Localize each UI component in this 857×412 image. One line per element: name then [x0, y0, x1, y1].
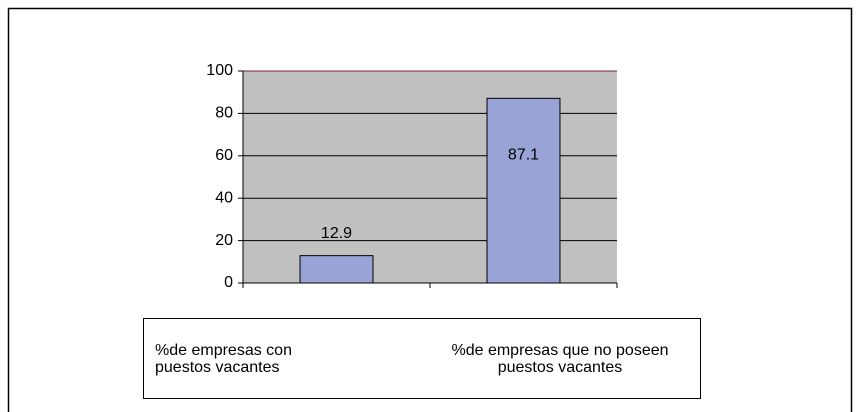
- legend-category-label: %de empresas que no poseen puestos vacan…: [451, 342, 669, 376]
- y-tick-label: 40: [215, 189, 233, 206]
- plot-area: [243, 71, 617, 283]
- y-tick-label: 80: [215, 105, 233, 122]
- bar: [299, 255, 374, 284]
- legend-box: [143, 318, 701, 399]
- data-label: 12.9: [321, 225, 352, 242]
- data-label: 87.1: [508, 147, 539, 164]
- y-tick-label: 20: [215, 232, 233, 249]
- legend-category-label: %de empresas con puestos vacantes: [155, 342, 292, 376]
- y-tick-label: 100: [206, 62, 233, 79]
- y-tick-label: 0: [224, 274, 233, 291]
- bar: [486, 97, 561, 284]
- y-tick-label: 60: [215, 147, 233, 164]
